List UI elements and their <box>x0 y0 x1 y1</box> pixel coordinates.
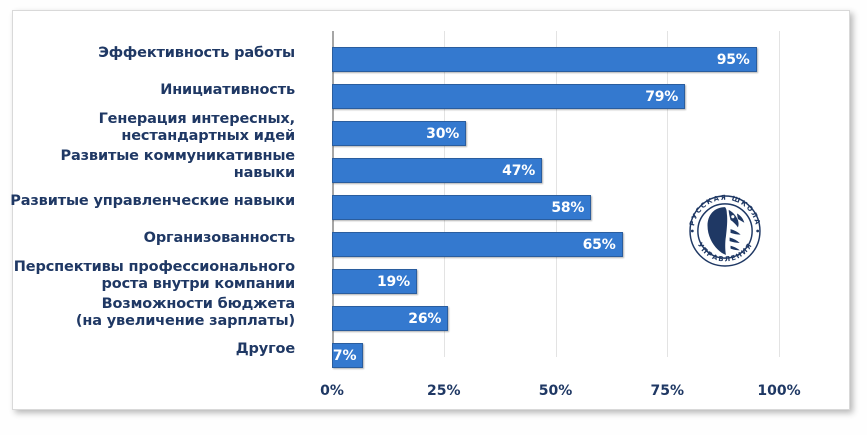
bar-value-label: 19% <box>377 273 410 290</box>
bar-row: 30% <box>332 115 779 152</box>
bar[interactable]: 58% <box>332 195 592 220</box>
chart-card: 95% 79% 30% 47% 58% 65% 19% 26% 7% 0% 25% 50% 75% 10… <box>10 10 850 410</box>
bar[interactable]: 95% <box>332 47 757 72</box>
bar-value-label: 95% <box>716 51 750 68</box>
bar-row: 79% <box>332 78 779 115</box>
category-label-line: Развитые коммуникативные <box>60 147 296 164</box>
category-label-line: нестандартных идей <box>121 127 295 144</box>
category-label-line: (на увеличение зарплаты) <box>75 312 295 329</box>
bar-value-label: 26% <box>408 310 442 327</box>
bar-value-label: 58% <box>551 199 585 216</box>
bar-value-label: 7% <box>332 347 357 364</box>
x-tick-label: 50% <box>538 383 573 399</box>
gridline-50% <box>555 31 557 357</box>
bar[interactable]: 79% <box>332 84 686 109</box>
category-label: Другое <box>0 341 295 358</box>
russian-school-of-management-logo-icon: РУССКАЯ ШКОЛА УПРАВЛЕНИЯ <box>679 185 771 277</box>
bar-row: 65% <box>332 226 779 263</box>
category-label-line: Генерация интересных, <box>98 110 296 127</box>
bar-row: 58% <box>332 189 779 226</box>
bar[interactable]: 65% <box>332 232 623 257</box>
plot-area: 95% 79% 30% 47% 58% 65% 19% 26% 7% 0% 25% 50% 75% 10… <box>320 31 801 399</box>
bar-row: 47% <box>332 152 779 189</box>
category-label: Генерация интересных, нестандартных идей <box>0 110 296 145</box>
category-label: Эффективность работы <box>0 45 295 62</box>
category-label-line: Возможности бюджета <box>101 295 296 312</box>
x-tick-label: 0% <box>320 383 344 399</box>
category-label-line: Инициативность <box>160 82 295 98</box>
category-label: Организованность <box>0 230 296 247</box>
category-label: Инициативность <box>0 82 295 99</box>
category-label-line: Развитые управленческие навыки <box>10 193 295 209</box>
y-axis-line <box>332 31 334 357</box>
bar-row: 7% <box>332 337 779 374</box>
category-label-line: Эффективность работы <box>98 45 295 61</box>
category-label: Развитые управленческие навыки <box>0 193 295 210</box>
x-tick-label: 75% <box>650 383 685 399</box>
category-label-line: Организованность <box>143 230 296 246</box>
bar[interactable]: 7% <box>332 343 364 368</box>
category-label-line: навыки <box>233 164 295 181</box>
bar-row: 95% <box>332 41 779 78</box>
category-label: Перспективы профессионального роста внутр… <box>0 259 295 293</box>
bar-value-label: 65% <box>582 236 616 253</box>
bar[interactable]: 26% <box>332 306 449 331</box>
bar-row: 19% <box>332 263 779 300</box>
gridline-25% <box>443 31 445 357</box>
category-label-line: роста внутри компании <box>101 275 296 292</box>
category-label: Развитые коммуникативные навыки <box>0 147 296 182</box>
bar[interactable]: 47% <box>332 158 543 183</box>
bar-value-label: 79% <box>645 88 679 105</box>
gridline-75% <box>667 31 669 357</box>
category-label-line: Перспективы профессионального <box>13 258 295 275</box>
x-tick-label: 100% <box>757 383 801 399</box>
x-tick-label: 25% <box>426 383 461 399</box>
bar-value-label: 47% <box>502 162 536 179</box>
gridline-100% <box>779 31 780 357</box>
category-label-line: Другое <box>235 341 295 357</box>
bar-row: 26% <box>332 300 779 337</box>
category-label: Возможности бюджета (на увеличение зарпла… <box>0 296 295 330</box>
bar-value-label: 30% <box>426 125 460 142</box>
bar[interactable]: 19% <box>332 269 417 294</box>
bar[interactable]: 30% <box>332 121 467 146</box>
